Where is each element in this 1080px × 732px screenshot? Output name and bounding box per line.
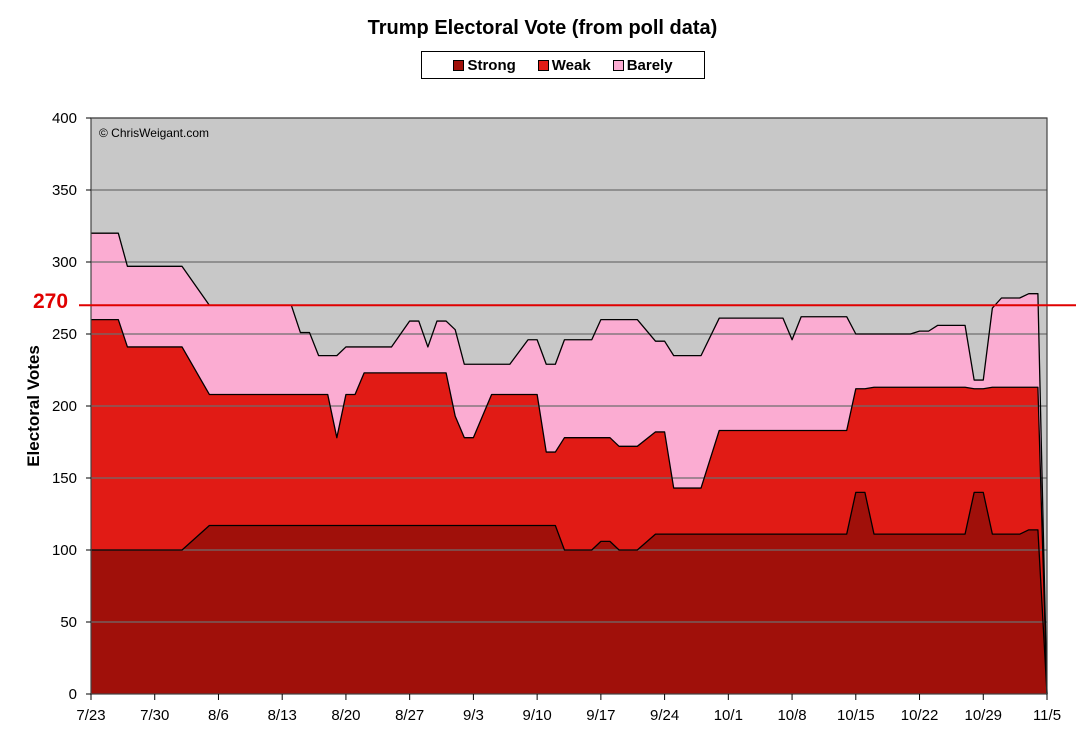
series-area-strong xyxy=(91,492,1047,694)
legend-swatch-barely xyxy=(612,59,624,71)
x-tick-label: 8/6 xyxy=(208,707,229,724)
x-tick-label: 7/23 xyxy=(76,707,105,724)
legend-label-strong: Strong xyxy=(467,56,516,74)
x-tick-label: 8/20 xyxy=(331,707,360,724)
copyright-note: © ChrisWeigant.com xyxy=(99,126,209,140)
series-area-barely xyxy=(91,233,1047,694)
x-tick-label: 8/13 xyxy=(268,707,297,724)
x-tick-label: 9/3 xyxy=(463,707,484,724)
y-tick-label: 50 xyxy=(60,614,77,631)
series-line-weak xyxy=(91,318,1048,695)
y-tick-label: 250 xyxy=(52,326,77,343)
chart-title: Trump Electoral Vote (from poll data) xyxy=(367,17,718,39)
x-tick-label: 9/17 xyxy=(586,707,615,724)
y-tick-label: 400 xyxy=(52,110,77,127)
legend-item-barely: Barely xyxy=(612,56,673,74)
legend-item-weak: Weak xyxy=(537,56,591,74)
series-area-weak xyxy=(91,319,1047,694)
x-tick-label: 10/1 xyxy=(714,707,743,724)
x-tick-label: 10/15 xyxy=(837,707,875,724)
legend: Strong Weak Barely xyxy=(421,51,705,79)
legend-label-barely: Barely xyxy=(626,56,673,74)
y-tick-label: 150 xyxy=(52,470,77,487)
legend-swatch-strong xyxy=(453,59,465,71)
y-tick-label: 300 xyxy=(52,254,77,271)
legend-item-strong: Strong xyxy=(453,56,516,74)
y-tick-label: 200 xyxy=(52,398,77,415)
x-tick-label: 7/30 xyxy=(140,707,169,724)
reference-line-label: 270 xyxy=(33,290,69,313)
x-tick-label: 10/22 xyxy=(901,707,939,724)
x-tick-label: 9/10 xyxy=(523,707,552,724)
x-tick-label: 9/24 xyxy=(650,707,679,724)
y-tick-label: 100 xyxy=(52,542,77,559)
x-tick-label: 11/5 xyxy=(1033,707,1061,724)
y-tick-label: 0 xyxy=(69,686,77,703)
x-tick-label: 8/27 xyxy=(395,707,424,724)
x-tick-label: 10/8 xyxy=(777,707,806,724)
x-tick-label: 10/29 xyxy=(964,707,1002,724)
series-line-strong xyxy=(91,491,1048,695)
legend-label-weak: Weak xyxy=(551,56,591,74)
y-tick-label: 350 xyxy=(52,182,77,199)
series-line-barely xyxy=(91,232,1048,695)
legend-swatch-weak xyxy=(537,59,549,71)
